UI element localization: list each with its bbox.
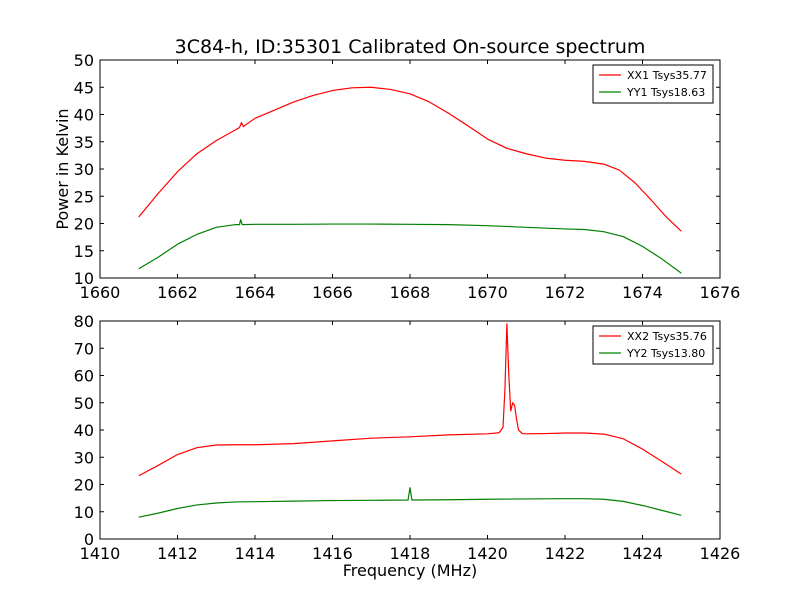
- legend-entry-label: XX1 Tsys35.77: [627, 69, 707, 82]
- legend-box: [592, 64, 714, 104]
- x-tick-label: 1662: [157, 283, 198, 302]
- x-tick-label: 1676: [700, 283, 741, 302]
- series-line-xx2: [138, 323, 682, 477]
- y-tick-label: 30: [74, 160, 94, 179]
- y-axis-label: Power in Kelvin: [53, 108, 72, 229]
- y-tick-label: 10: [74, 503, 94, 522]
- x-axis-label: Frequency (MHz): [343, 561, 477, 580]
- y-tick-label: 40: [74, 106, 94, 125]
- y-tick-label: 70: [74, 339, 94, 358]
- x-tick-label: 1666: [312, 283, 353, 302]
- y-tick-label: 20: [74, 476, 94, 495]
- y-tick-label: 20: [74, 215, 94, 234]
- top-plot: 1660 1662 1664 1666 1668 1670 1672 1674 1676 10 15…: [53, 51, 740, 302]
- y-tick-label: 40: [74, 421, 94, 440]
- y-tick-label: 50: [74, 51, 94, 70]
- x-tick-label: 1670: [467, 283, 508, 302]
- figure-title: 3C84-h, ID:35301 Calibrated On-source sp…: [175, 36, 646, 58]
- x-tick-label: 1418: [390, 544, 431, 563]
- series-line-yy1: [138, 219, 682, 274]
- x-tick-label: 1416: [312, 544, 353, 563]
- y-tick-label: 30: [74, 448, 94, 467]
- y-tick-label: 15: [74, 242, 94, 261]
- x-tick-label: 1412: [157, 544, 198, 563]
- x-tick-label: 1660: [80, 283, 121, 302]
- x-tick-label: 1420: [467, 544, 508, 563]
- legend-entry-label: YY1 Tsys18.63: [626, 86, 705, 99]
- x-tick-label: 1424: [622, 544, 663, 563]
- y-tick-label: 25: [74, 187, 94, 206]
- x-tick-label: 1426: [700, 544, 741, 563]
- bottom-plot: 1410 1412 1414 1416 1418 1420 1422 1424 1426 0 10 2…: [74, 312, 741, 580]
- y-tick-label: 10: [74, 269, 94, 288]
- legend: XX2 Tsys35.76 YY2 Tsys13.80: [592, 325, 714, 365]
- x-tick-label: 1668: [390, 283, 431, 302]
- legend-box: [592, 325, 714, 365]
- series-line-xx1: [138, 86, 682, 232]
- x-tick-label: 1410: [80, 544, 121, 563]
- y-tick-label: 45: [74, 78, 94, 97]
- legend-entry-label: YY2 Tsys13.80: [626, 347, 705, 360]
- x-tick-label: 1422: [545, 544, 586, 563]
- x-tick-label: 1664: [235, 283, 276, 302]
- x-tick-label: 1674: [622, 283, 663, 302]
- legend: XX1 Tsys35.77 YY1 Tsys18.63: [592, 64, 714, 104]
- x-tick-label: 1672: [545, 283, 586, 302]
- legend-entry-label: XX2 Tsys35.76: [627, 330, 707, 343]
- y-tick-label: 35: [74, 133, 94, 152]
- y-tick-label: 80: [74, 312, 94, 331]
- y-tick-label: 60: [74, 367, 94, 386]
- series-line-yy2: [138, 487, 682, 518]
- y-tick-label: 50: [74, 394, 94, 413]
- y-tick-label: 0: [84, 530, 94, 549]
- x-tick-label: 1414: [235, 544, 276, 563]
